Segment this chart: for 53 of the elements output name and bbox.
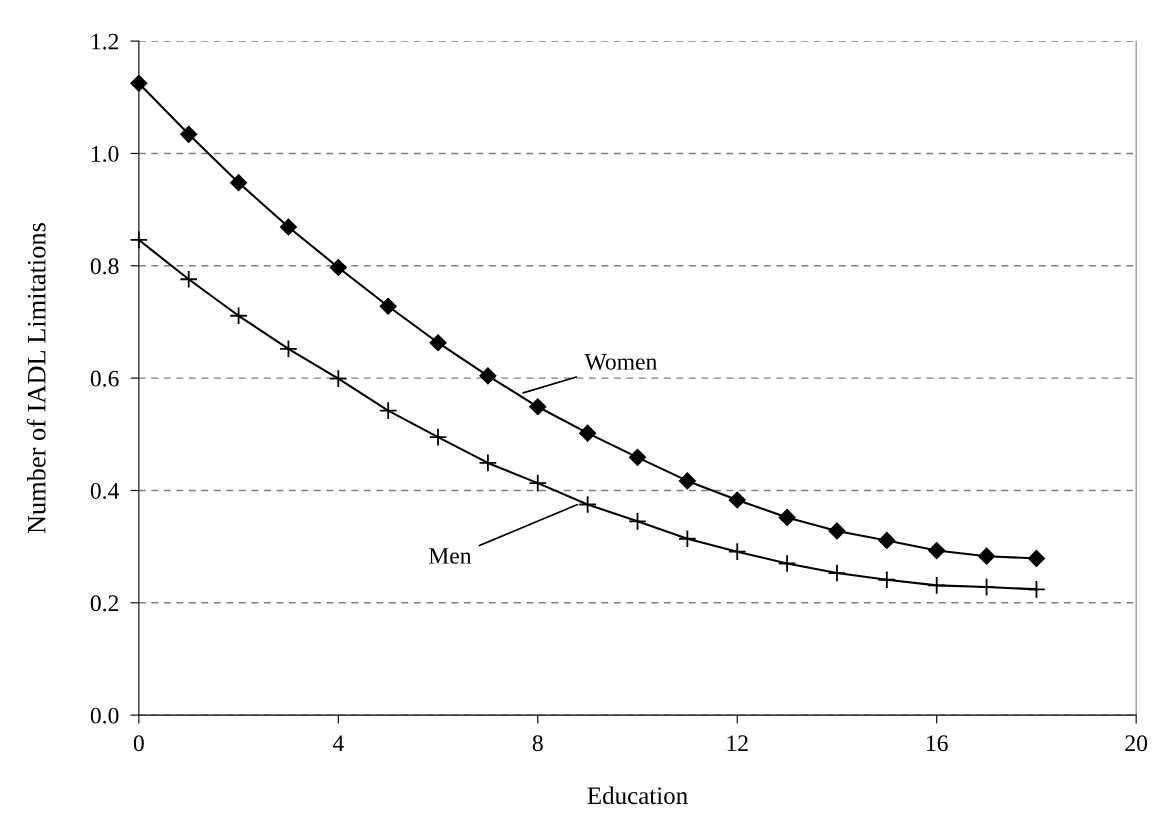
x-tick-label: 20: [1125, 735, 1148, 752]
point: [329, 369, 348, 388]
y-tick-label: 0.6: [90, 370, 119, 387]
point: [529, 398, 547, 416]
point: [579, 424, 597, 442]
point: [728, 542, 747, 561]
y-tick-label: 1.0: [91, 145, 119, 162]
x-tick-label: 8: [532, 735, 543, 752]
x-tick-label: 12: [727, 735, 748, 751]
y-tick-label: 0.4: [90, 482, 120, 499]
point: [827, 563, 847, 583]
point: [279, 339, 298, 359]
point: [378, 401, 398, 420]
point: [429, 334, 447, 352]
text: Men: [428, 548, 472, 564]
point: [628, 512, 647, 531]
point: [229, 306, 248, 326]
point: [180, 125, 198, 143]
point: [928, 542, 946, 560]
point: [479, 367, 497, 385]
x-tick-label: 4: [332, 735, 344, 751]
x-tick-label: 0: [133, 735, 144, 752]
point: [478, 453, 498, 473]
y-tick-label: 0.2: [90, 595, 119, 612]
point: [1027, 580, 1046, 599]
text: Women: [584, 354, 657, 370]
point: [728, 491, 746, 509]
y-tick-label: 0.0: [90, 707, 119, 724]
point: [1027, 549, 1045, 567]
point: [978, 547, 996, 565]
y-tick-label: 1.2: [91, 33, 119, 50]
point: [428, 427, 448, 447]
point: [628, 448, 647, 466]
y-tick-label: 0.8: [90, 258, 119, 275]
point: [329, 258, 347, 277]
point: [528, 473, 548, 493]
point: [877, 570, 897, 590]
point: [778, 508, 796, 526]
point: [878, 531, 896, 550]
point: [179, 270, 198, 289]
point: [927, 576, 946, 595]
point: [678, 472, 696, 490]
point: [828, 522, 846, 540]
point: [129, 230, 149, 250]
point: [279, 218, 297, 236]
y-axis-title: Number of IADL Limitations: [26, 223, 46, 534]
point: [977, 577, 996, 597]
point: [230, 174, 248, 192]
point: [777, 554, 797, 573]
point: [678, 529, 697, 549]
x-axis-title: Education: [587, 786, 688, 805]
x-tick-label: 16: [926, 735, 948, 752]
point: [379, 297, 397, 315]
